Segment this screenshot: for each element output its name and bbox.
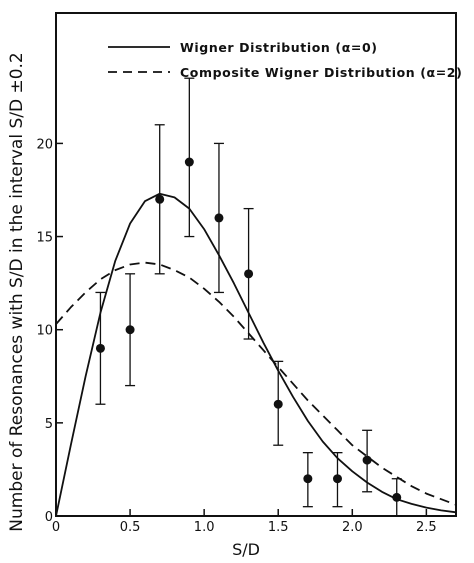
data-points — [95, 77, 402, 517]
x-tick-label: 2.5 — [416, 520, 437, 535]
plot-frame — [55, 12, 457, 517]
data-point — [273, 399, 283, 409]
y-tick-label: 0 — [45, 510, 53, 525]
x-tick-label: 0 — [52, 520, 60, 535]
data-point — [332, 474, 342, 484]
data-point — [184, 157, 194, 167]
y-tick-label: 15 — [36, 231, 53, 246]
data-point — [214, 213, 224, 223]
legend-label-composite: Composite Wigner Distribution (α=2) — [180, 65, 462, 80]
legend-label-wigner: Wigner Distribution (α=0) — [180, 40, 378, 55]
wigner-curve — [55, 192, 457, 517]
data-point — [155, 194, 165, 204]
data-point — [362, 455, 372, 465]
x-tick-label: 1.5 — [268, 520, 289, 535]
x-tick-label: 2.0 — [342, 520, 363, 535]
y-tick-label: 5 — [45, 417, 53, 432]
data-point — [303, 474, 313, 484]
y-tick-label: 20 — [36, 137, 53, 152]
composite-wigner-curve — [55, 261, 457, 506]
y-tick-label: 10 — [36, 324, 53, 339]
data-point — [392, 492, 402, 502]
data-point — [125, 325, 135, 335]
x-axis-label: S/D — [232, 540, 260, 559]
data-point — [95, 343, 105, 353]
x-tick-label: 0.5 — [120, 520, 141, 535]
x-tick-label: 1.0 — [194, 520, 215, 535]
y-axis-label: Number of Resonances with S/D in the int… — [7, 52, 27, 531]
data-point — [244, 269, 254, 279]
distribution-curves — [55, 192, 457, 517]
plot-axes: 0 0.5 1.0 1.5 2.0 2.5 0 5 10 15 20 — [36, 12, 457, 535]
legend: Wigner Distribution (α=0) Composite Wign… — [108, 40, 462, 80]
